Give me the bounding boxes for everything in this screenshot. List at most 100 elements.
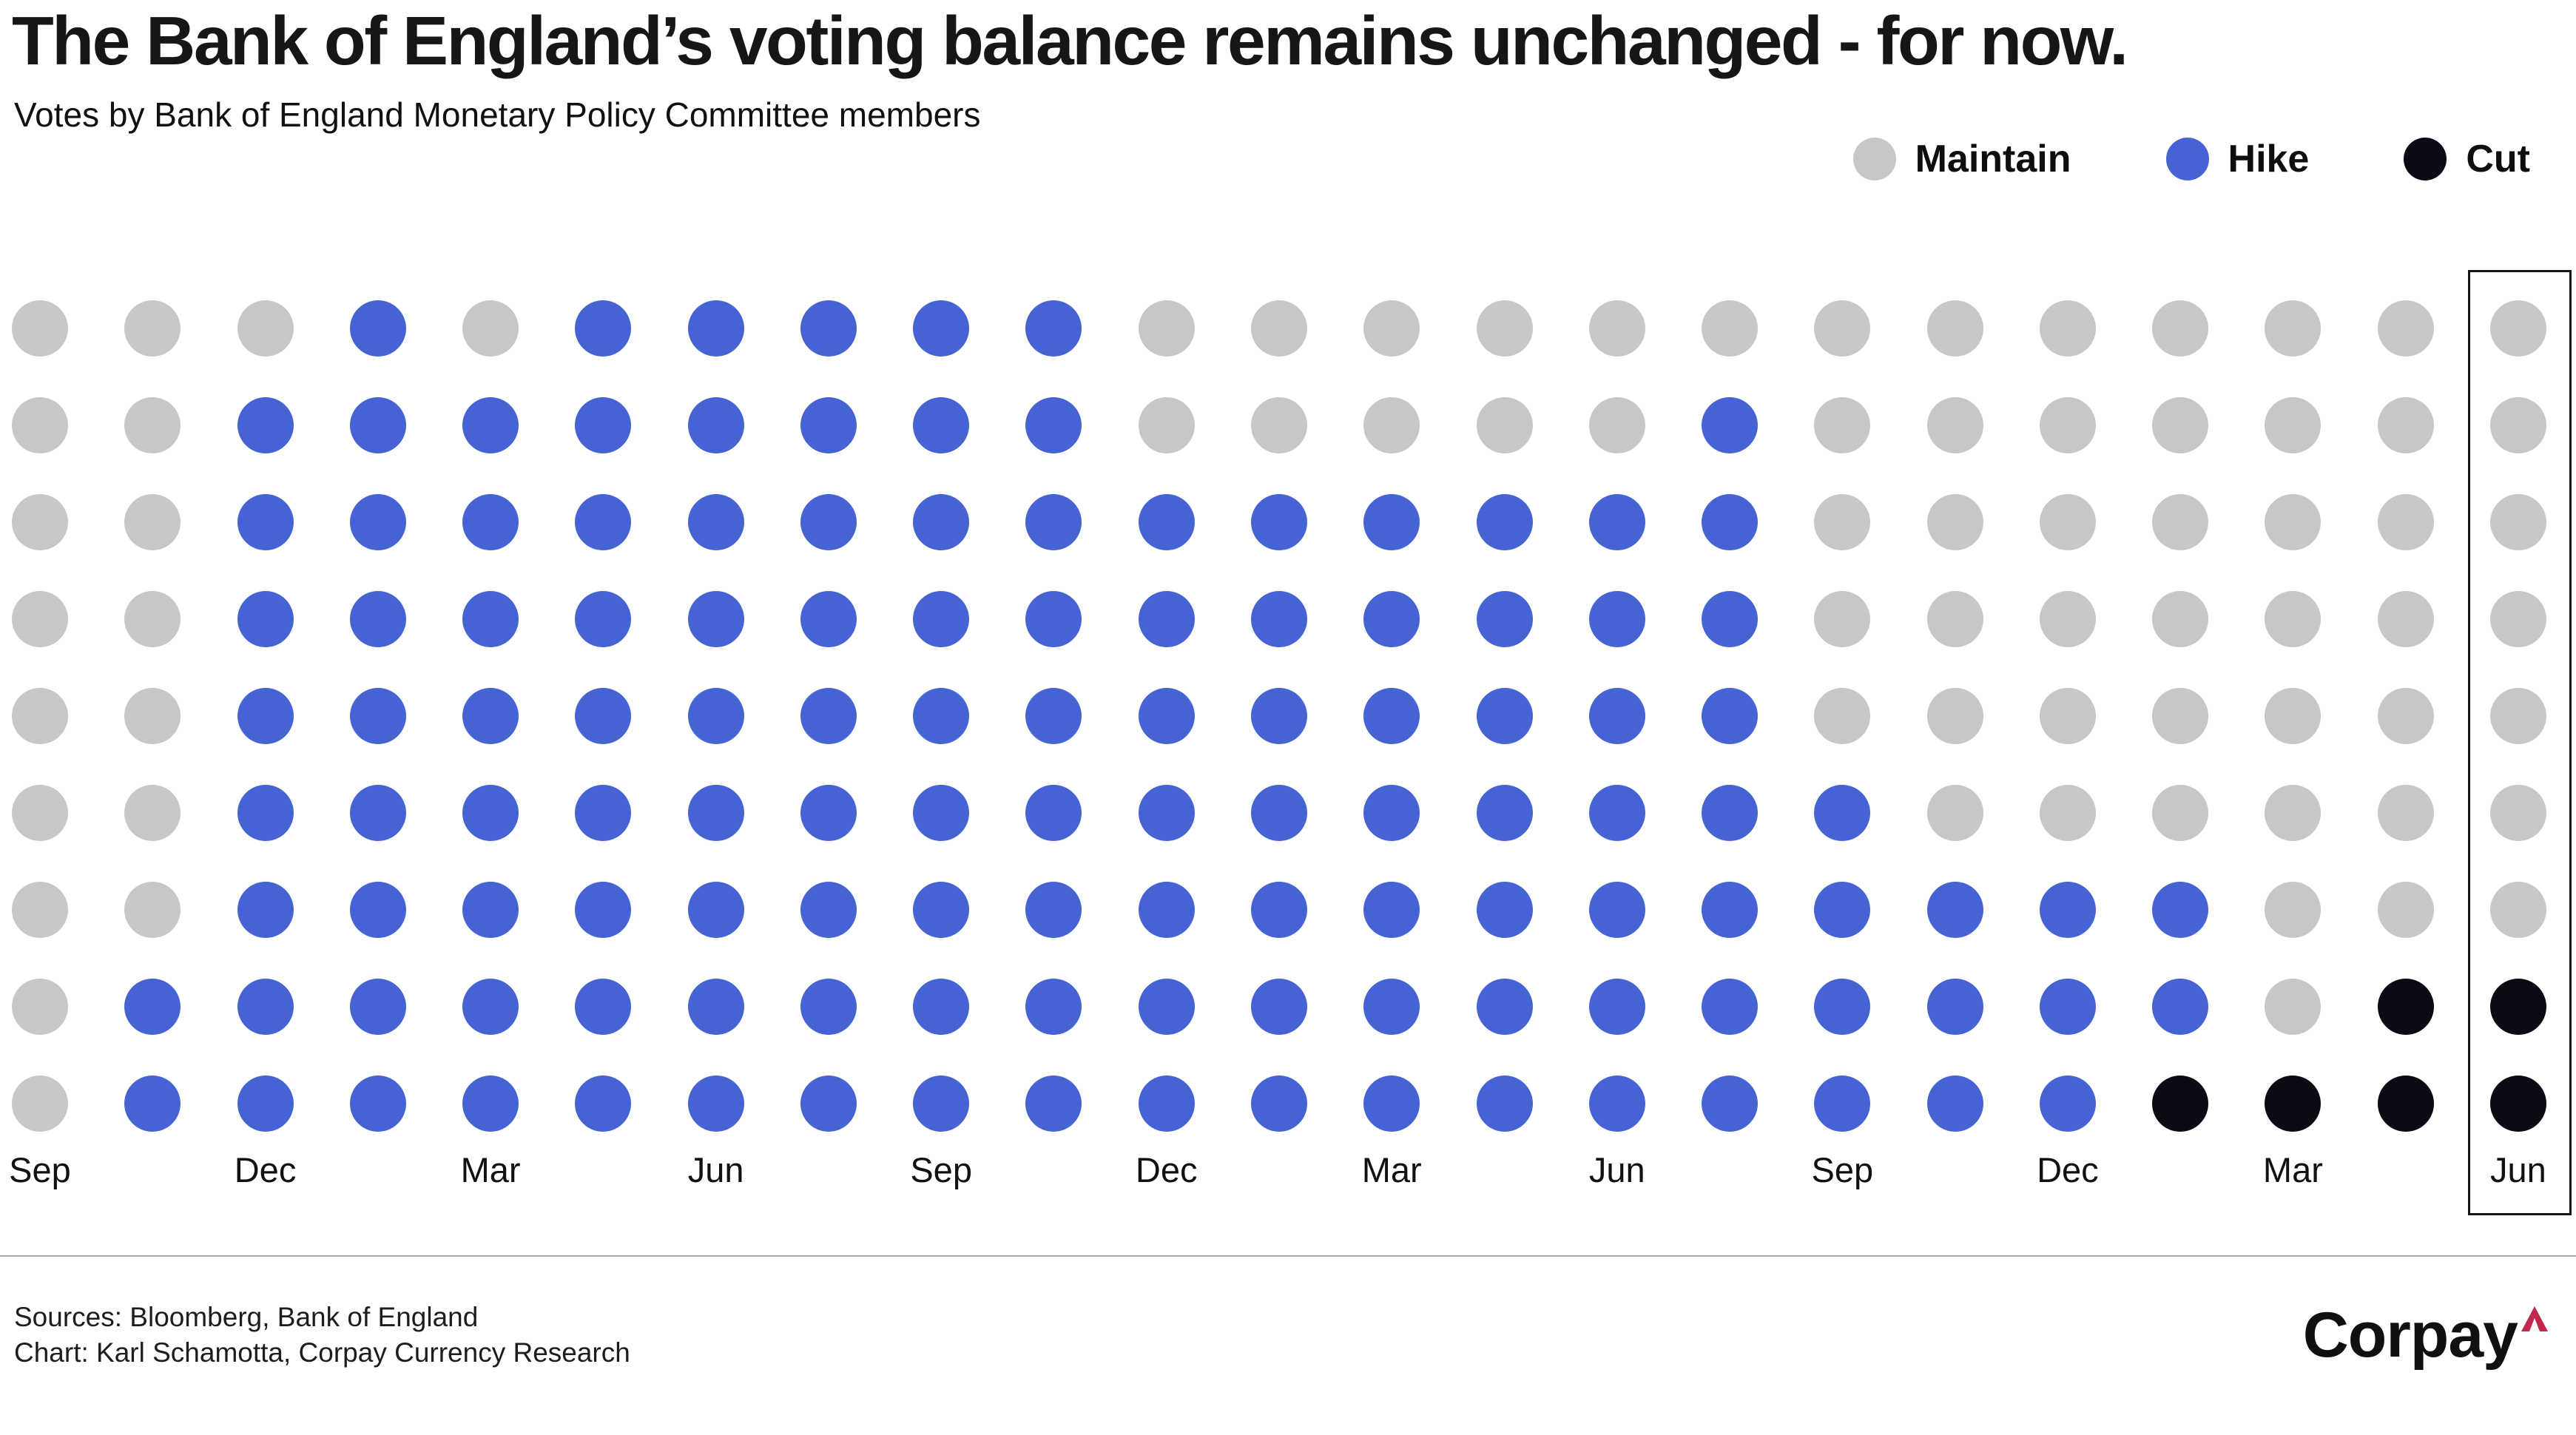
vote-dot	[2377, 300, 2434, 357]
vote-dot	[349, 397, 406, 453]
vote-dot	[349, 882, 406, 938]
vote-dot	[2265, 494, 2322, 550]
vote-dot	[1363, 785, 1420, 841]
vote-dot	[913, 882, 970, 938]
legend-item-hike: Hike	[2165, 138, 2309, 180]
vote-dot	[1926, 785, 1983, 841]
vote-dot	[237, 397, 294, 453]
vote-dot	[2265, 1076, 2322, 1132]
vote-dot	[1025, 979, 1082, 1035]
vote-dot	[124, 397, 181, 453]
vote-dot	[2489, 494, 2546, 550]
vote-dot	[2265, 688, 2322, 744]
vote-dot	[1025, 785, 1082, 841]
vote-dot	[1363, 300, 1420, 357]
vote-dot	[12, 397, 68, 453]
x-axis-tick-label: Sep	[9, 1150, 71, 1189]
vote-dot	[1588, 494, 1645, 550]
vote-dot	[2152, 300, 2209, 357]
vote-dot	[12, 882, 68, 938]
legend-label: Maintain	[1915, 138, 2071, 180]
vote-dot	[1926, 688, 1983, 744]
vote-dot	[1476, 1076, 1533, 1132]
vote-dot	[2489, 979, 2546, 1035]
vote-dot	[1250, 494, 1307, 550]
vote-dot	[687, 882, 744, 938]
vote-dot	[2039, 979, 2096, 1035]
x-axis-tick-label: Jun	[2490, 1150, 2546, 1189]
vote-dot	[1025, 1076, 1082, 1132]
vote-dot	[2152, 397, 2209, 453]
vote-dot	[1926, 397, 1983, 453]
vote-dot	[237, 979, 294, 1035]
vote-dot	[1250, 785, 1307, 841]
vote-dot	[349, 785, 406, 841]
vote-dot	[1588, 397, 1645, 453]
vote-dot	[1138, 785, 1195, 841]
vote-dot	[12, 494, 68, 550]
vote-dot	[1814, 785, 1871, 841]
vote-dot	[1588, 591, 1645, 647]
vote-dot	[2377, 591, 2434, 647]
vote-dot	[2152, 785, 2209, 841]
vote-dot	[124, 785, 181, 841]
x-axis-tick-label: Sep	[910, 1150, 972, 1189]
legend-dot-icon	[1852, 138, 1896, 180]
vote-dot	[2489, 591, 2546, 647]
vote-dot	[462, 785, 519, 841]
vote-dot	[800, 300, 857, 357]
vote-dot	[462, 688, 519, 744]
vote-dot	[462, 591, 519, 647]
vote-dot	[12, 300, 68, 357]
vote-dot	[687, 688, 744, 744]
vote-dot	[237, 1076, 294, 1132]
vote-dot	[1588, 688, 1645, 744]
vote-dot	[124, 882, 181, 938]
vote-dot	[124, 688, 181, 744]
vote-dot	[237, 300, 294, 357]
vote-dot	[2039, 300, 2096, 357]
vote-dot	[913, 397, 970, 453]
vote-dot	[687, 1076, 744, 1132]
vote-dot	[1250, 688, 1307, 744]
vote-dot	[800, 397, 857, 453]
vote-dot	[2265, 979, 2322, 1035]
vote-dot	[575, 1076, 632, 1132]
vote-dot	[2377, 494, 2434, 550]
vote-dot	[800, 882, 857, 938]
corpay-logo: Corpay	[2303, 1299, 2548, 1372]
vote-dot	[2265, 397, 2322, 453]
vote-dot	[2039, 785, 2096, 841]
vote-dot	[2489, 397, 2546, 453]
vote-dot	[124, 300, 181, 357]
vote-dot	[575, 591, 632, 647]
vote-dot	[1138, 979, 1195, 1035]
vote-dot	[800, 591, 857, 647]
vote-dot	[913, 785, 970, 841]
vote-dot	[1476, 785, 1533, 841]
vote-dot	[913, 688, 970, 744]
vote-dot	[687, 494, 744, 550]
vote-dot	[1702, 979, 1759, 1035]
vote-dot	[1250, 397, 1307, 453]
vote-dot	[462, 882, 519, 938]
vote-dot	[1814, 494, 1871, 550]
vote-dot	[2377, 397, 2434, 453]
x-axis-tick-label: Mar	[1361, 1150, 1422, 1189]
vote-dot	[2489, 300, 2546, 357]
vote-dot	[1588, 979, 1645, 1035]
vote-dot	[575, 882, 632, 938]
source-note: Sources: Bloomberg, Bank of England	[14, 1302, 479, 1332]
vote-dot	[1025, 300, 1082, 357]
vote-dot	[2039, 494, 2096, 550]
vote-dot	[1476, 300, 1533, 357]
vote-dot	[1926, 882, 1983, 938]
vote-dot	[237, 688, 294, 744]
vote-dot	[1814, 979, 1871, 1035]
vote-dot	[349, 300, 406, 357]
vote-dot	[687, 785, 744, 841]
vote-dot	[2265, 882, 2322, 938]
vote-dot	[687, 979, 744, 1035]
vote-dot	[237, 591, 294, 647]
vote-dot	[124, 591, 181, 647]
